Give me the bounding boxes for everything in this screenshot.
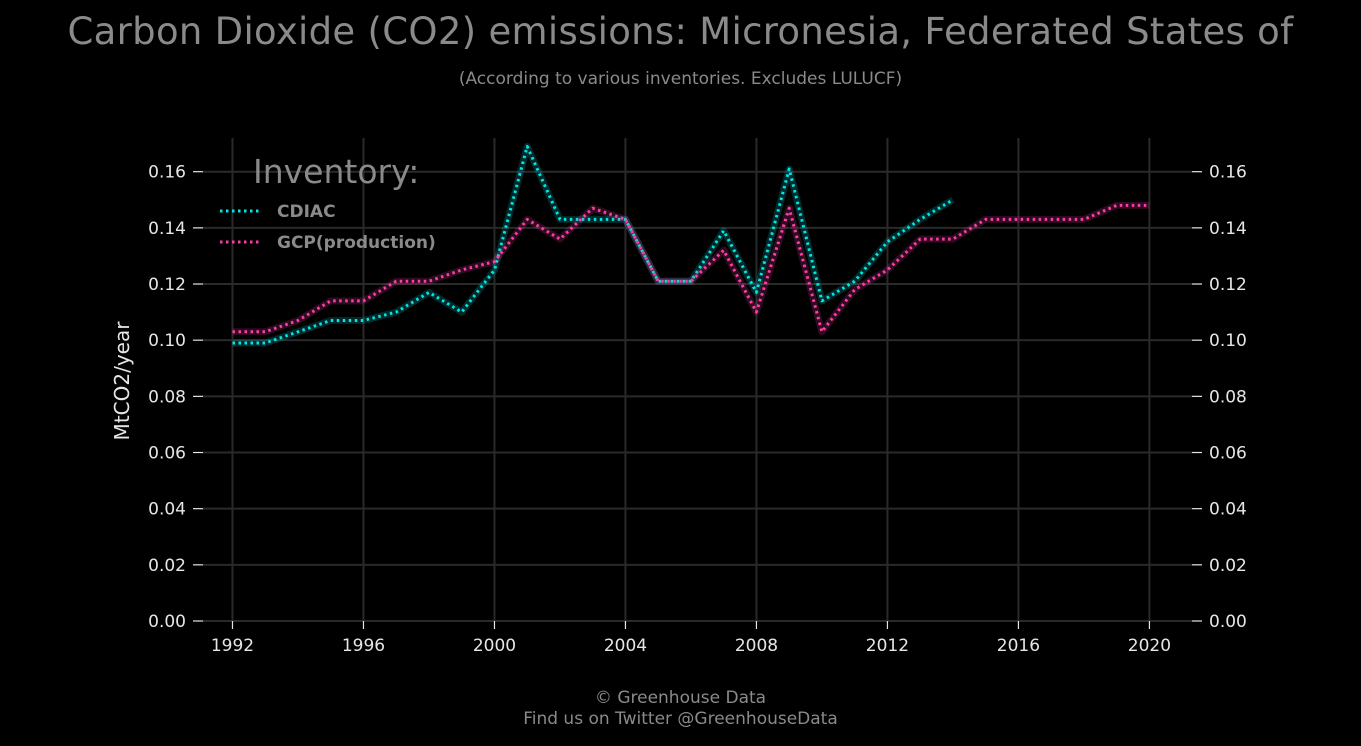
y-tick-label-right: 0.02 xyxy=(1209,556,1247,576)
x-tick-label: 2000 xyxy=(473,636,516,656)
y-tick-label-right: 0.06 xyxy=(1209,444,1247,464)
y-tick-label-right: 0.16 xyxy=(1209,163,1247,183)
grid-lines xyxy=(203,138,1192,622)
y-tick-label-right: 0.00 xyxy=(1209,612,1247,632)
y-tick-label-left: 0.16 xyxy=(148,163,186,183)
series-glow-1 xyxy=(232,201,1150,336)
legend: Inventory: CDIAC GCP(production) xyxy=(220,152,436,253)
x-tick-label: 2012 xyxy=(866,636,909,656)
chart-title: Carbon Dioxide (CO2) emissions: Micrones… xyxy=(67,10,1294,53)
axes: 0.00 0.00 0.02 0.02 0.04 0.04 0.06 0.06 0.08 0.08… xyxy=(148,163,1247,656)
y-tick-label-right: 0.10 xyxy=(1209,331,1247,351)
footer-twitter: Find us on Twitter @GreenhouseData xyxy=(523,709,838,729)
legend-label-1: GCP(production) xyxy=(277,233,436,253)
y-tick-label-left: 0.02 xyxy=(148,556,186,576)
y-tick-label-right: 0.12 xyxy=(1209,275,1247,295)
series-line-1 xyxy=(232,203,1150,334)
legend-label-0: CDIAC xyxy=(277,202,336,222)
series-line-0 xyxy=(232,144,954,345)
y-tick-label-left: 0.08 xyxy=(148,387,186,407)
y-tick-label-right: 0.08 xyxy=(1209,387,1247,407)
legend-title: Inventory: xyxy=(253,152,419,191)
y-tick-label-left: 0.00 xyxy=(148,612,186,632)
y-tick-label-left: 0.10 xyxy=(148,331,186,351)
x-tick-label: 2008 xyxy=(735,636,778,656)
y-tick-label-right: 0.14 xyxy=(1209,219,1247,239)
x-tick-label: 2020 xyxy=(1128,636,1171,656)
x-tick-label: 2004 xyxy=(604,636,647,656)
y-tick-label-left: 0.06 xyxy=(148,444,186,464)
x-tick-label: 1996 xyxy=(342,636,385,656)
y-axis-label: MtCO2/year xyxy=(110,321,134,441)
y-tick-label-left: 0.12 xyxy=(148,275,186,295)
footer-copyright: © Greenhouse Data xyxy=(594,688,767,708)
y-tick-label-left: 0.14 xyxy=(148,219,186,239)
x-tick-label: 1992 xyxy=(211,636,254,656)
series-lines xyxy=(232,142,1150,347)
x-tick-label: 2016 xyxy=(997,636,1040,656)
y-tick-label-right: 0.04 xyxy=(1209,500,1247,520)
chart-subtitle: (According to various inventories. Exclu… xyxy=(458,69,903,89)
y-tick-label-left: 0.04 xyxy=(148,500,186,520)
